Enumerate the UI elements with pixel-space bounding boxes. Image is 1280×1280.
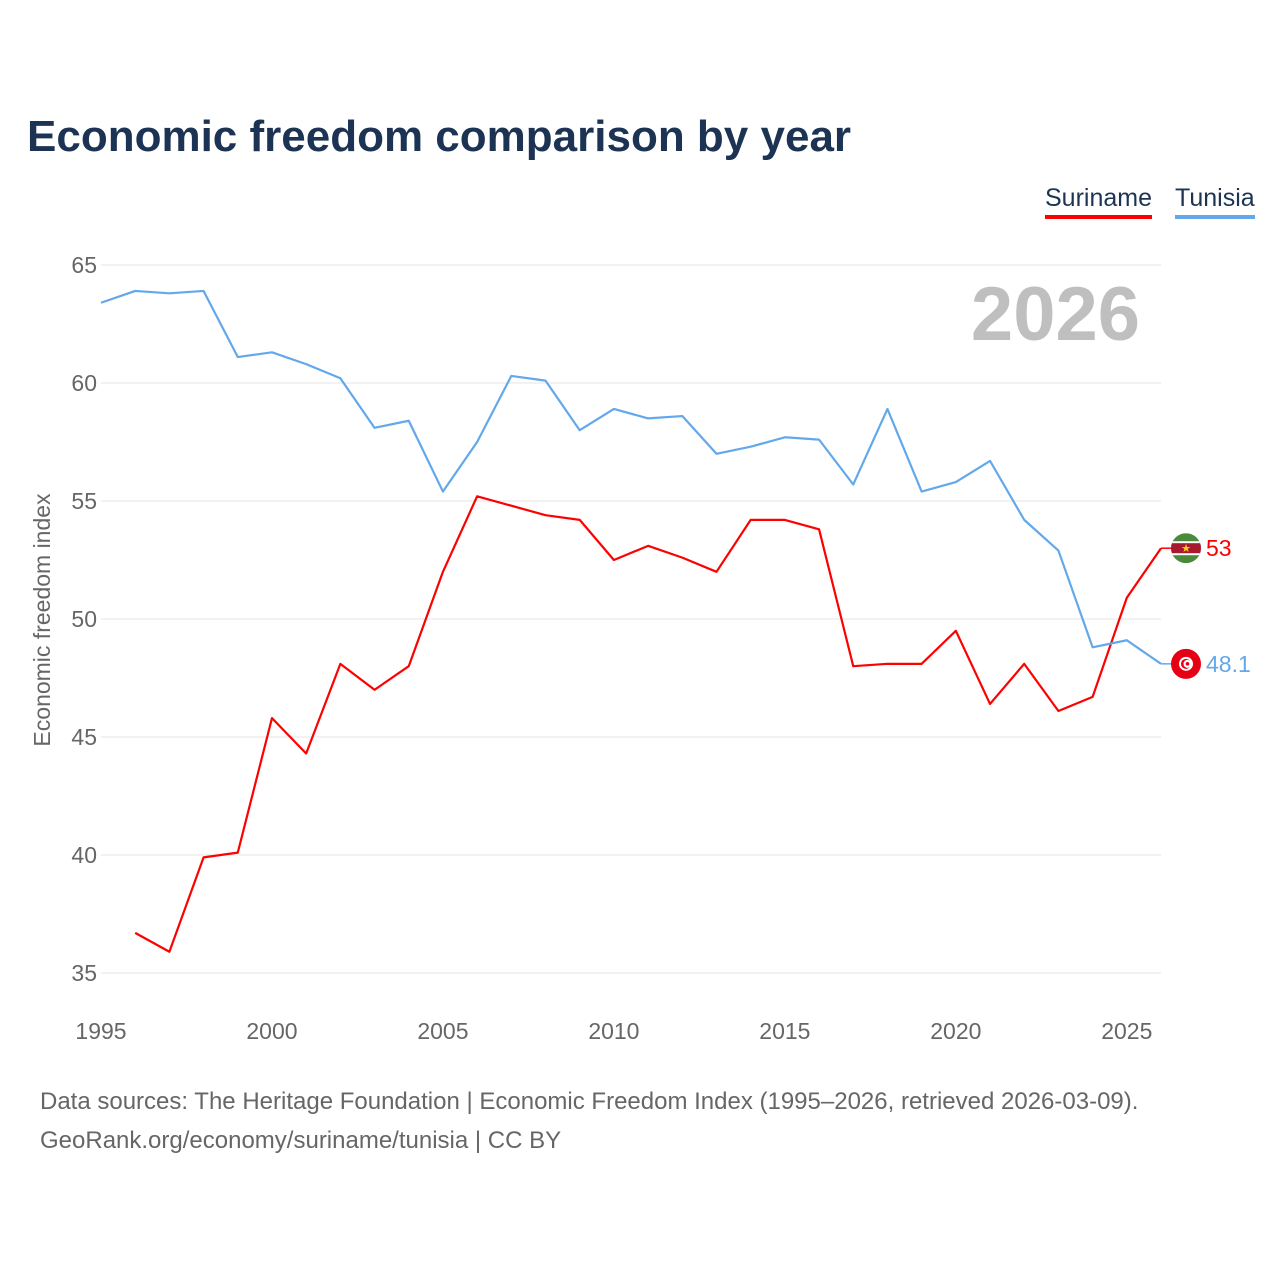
y-tick-label: 55 (71, 488, 97, 514)
year-watermark: 2026 (971, 272, 1140, 357)
y-tick-label: 35 (71, 960, 97, 986)
x-tick-label: 2015 (759, 1018, 810, 1044)
legend-item-suriname[interactable]: Suriname (1045, 184, 1152, 219)
x-tick-label: 2010 (588, 1018, 639, 1044)
y-axis-label: Economic freedom index (29, 493, 55, 747)
y-tick-label: 65 (71, 252, 97, 278)
flag-star (1185, 662, 1190, 666)
y-tick-label: 45 (71, 724, 97, 750)
x-tick-label: 2000 (246, 1018, 297, 1044)
x-tick-label: 1995 (75, 1018, 126, 1044)
source-line-2[interactable]: GeoRank.org/economy/suriname/tunisia | C… (40, 1127, 562, 1154)
x-tick-label: 2025 (1101, 1018, 1152, 1044)
suriname-flag-icon: ★ (1171, 533, 1201, 564)
x-tick-label: 2005 (417, 1018, 468, 1044)
flag-red (1171, 543, 1201, 554)
source-line-1: Data sources: The Heritage Foundation | … (40, 1088, 1139, 1115)
end-label-tunisia: 48.1 (1206, 651, 1251, 677)
series-line-suriname (134, 495, 1162, 953)
flag-star: ★ (1181, 542, 1191, 555)
x-tick-label: 2020 (930, 1018, 981, 1044)
series-line-tunisia (100, 289, 1162, 665)
y-tick-label: 50 (71, 606, 97, 632)
tunisia-flag-icon (1171, 648, 1201, 679)
legend-item-tunisia[interactable]: Tunisia (1175, 184, 1255, 219)
chart-title: Economic freedom comparison by year (27, 112, 852, 161)
flag-body: ★ (1171, 533, 1201, 564)
y-tick-label: 40 (71, 842, 97, 868)
y-tick-label: 60 (71, 370, 97, 396)
end-label-suriname: 53 (1206, 535, 1232, 561)
